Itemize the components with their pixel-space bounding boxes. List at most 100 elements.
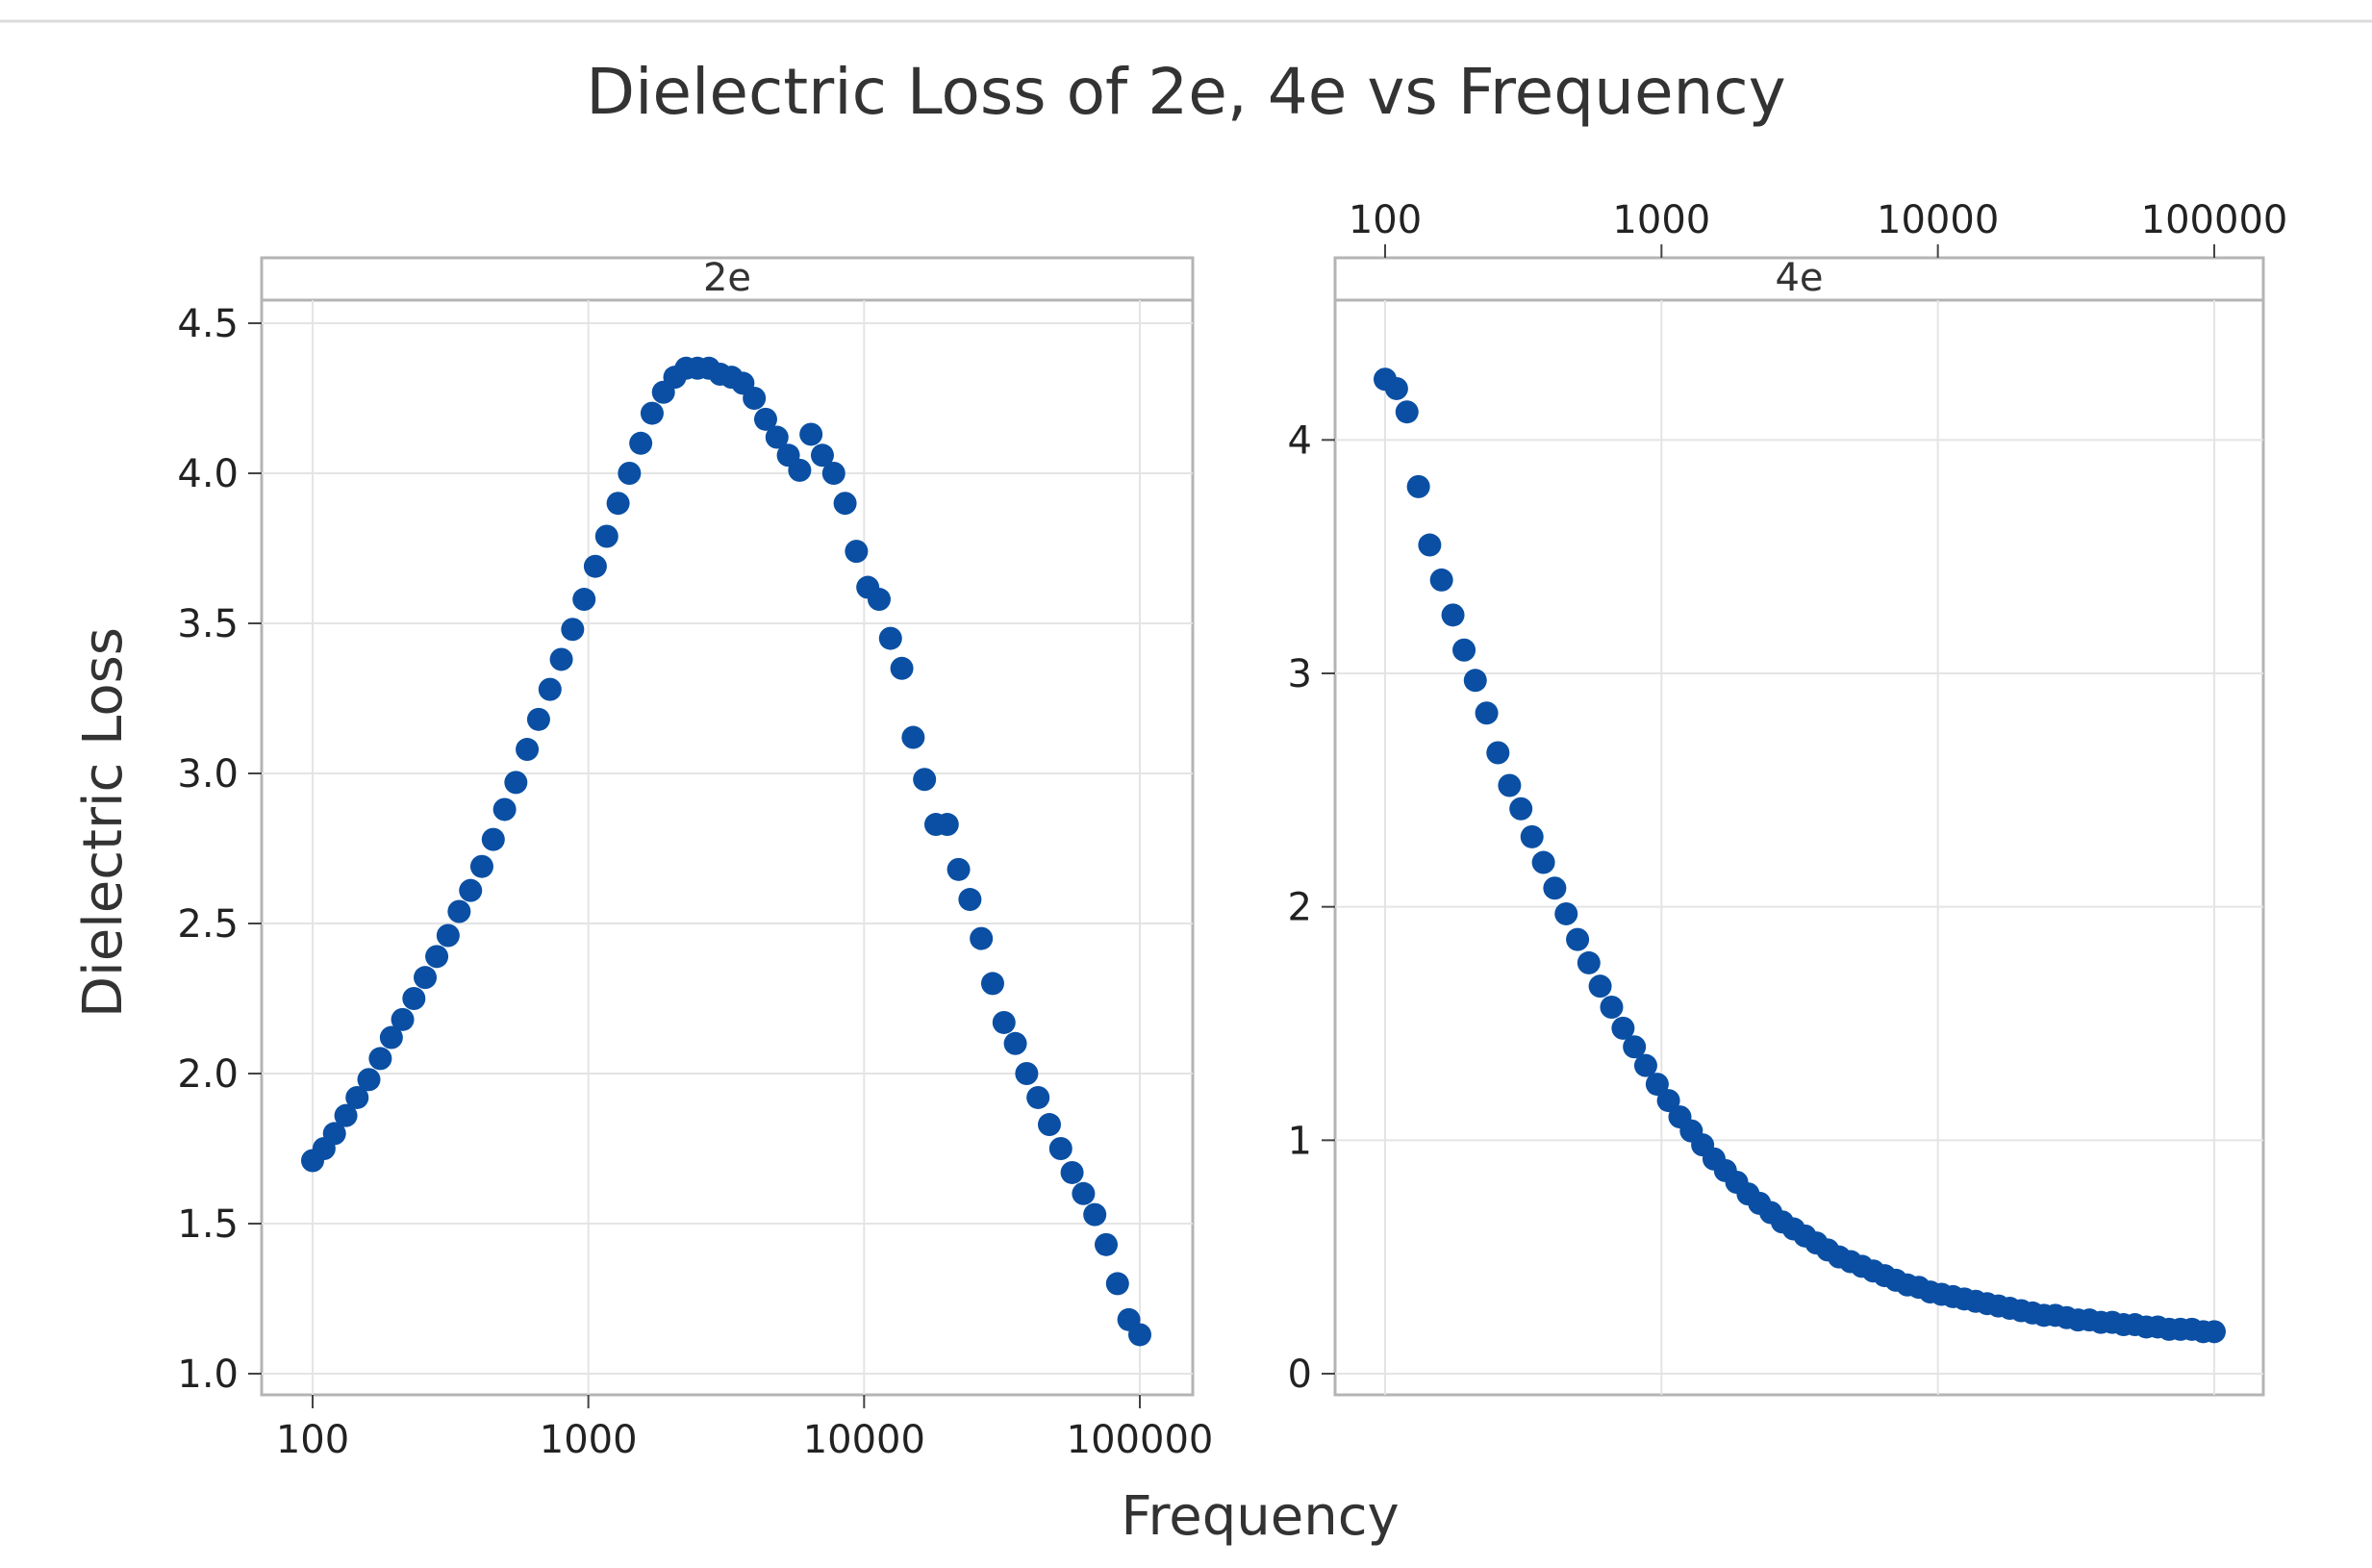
strip-label-4e: 4e [1775, 256, 1823, 300]
panel-2e: 2e 1.0 1.5 2.0 2.5 3.0 3.5 4.0 4.5 100 1000 10000 10… [177, 256, 1213, 1462]
y-tick-label: 1 [1288, 1119, 1312, 1163]
panel-frame [260, 256, 1195, 1397]
y-tick-label: 2.0 [177, 1052, 239, 1097]
data-point [492, 797, 517, 822]
data-point [799, 422, 823, 446]
data-point [481, 827, 505, 851]
data-point [526, 707, 550, 731]
chart-title: Dielectric Loss of 2e, 4e vs Frequency [586, 55, 1785, 129]
data-point [1105, 1272, 1129, 1296]
data-point [368, 1047, 392, 1071]
data-point [618, 462, 642, 485]
data-point [1633, 1053, 1657, 1077]
x-axis-title: Frequency [1121, 1485, 1399, 1548]
y-tick-label: 2 [1288, 886, 1312, 930]
data-point [1588, 974, 1612, 999]
data-point [970, 926, 994, 950]
data-point [391, 1007, 415, 1031]
data-point [345, 1085, 369, 1109]
data-point [1072, 1181, 1096, 1205]
x-tick-label: 1000 [540, 1418, 638, 1462]
data-point [516, 738, 540, 762]
data-point [561, 618, 585, 642]
data-point [583, 554, 607, 578]
data-point [901, 725, 925, 749]
y-tick-label: 4.0 [177, 452, 239, 496]
data-point [1600, 996, 1624, 1020]
data-point [1015, 1062, 1039, 1085]
data-point [469, 854, 493, 878]
data-point [1384, 376, 1408, 400]
data-point [629, 431, 653, 455]
y-tick-label: 4 [1288, 418, 1312, 463]
data-point [1452, 638, 1476, 662]
data-point [1429, 568, 1453, 592]
data-point [1463, 669, 1487, 693]
y-tick-label: 2.5 [177, 902, 239, 947]
panel-frame [1333, 256, 2265, 1397]
data-point [549, 647, 573, 671]
data-point [1623, 1035, 1647, 1059]
data-point [334, 1103, 358, 1127]
data-point [1003, 1031, 1027, 1055]
x-tick-label: 100 [276, 1418, 349, 1462]
y-tick-label: 0 [1288, 1353, 1312, 1397]
y-tick-label: 3.0 [177, 752, 239, 797]
data-point [833, 492, 857, 516]
data-point [765, 425, 789, 449]
data-point [1083, 1202, 1107, 1227]
data-point [1656, 1089, 1680, 1113]
data-point [1406, 474, 1430, 498]
data-point [1395, 400, 1419, 424]
data-point [867, 588, 891, 612]
data-point [1037, 1113, 1061, 1137]
data-point [640, 401, 664, 425]
x-tick-label: 100000 [2141, 198, 2288, 242]
data-point [913, 768, 937, 792]
data-point [1418, 533, 1442, 557]
data-point [980, 972, 1004, 996]
data-point [538, 677, 562, 701]
data-point [322, 1122, 346, 1146]
data-point [1611, 1016, 1635, 1040]
data-point [414, 966, 438, 990]
data-point [1441, 603, 1465, 627]
data-point [1486, 741, 1510, 765]
data-point [1026, 1085, 1050, 1109]
data-point [504, 771, 528, 795]
data-point [447, 899, 471, 923]
x-tick-label: 100 [1349, 198, 1422, 242]
strip-label-2e: 2e [703, 256, 751, 300]
data-point [1048, 1137, 1072, 1160]
data-point [1060, 1160, 1084, 1184]
data-point [1566, 927, 1590, 951]
data-point [1094, 1232, 1118, 1256]
data-point [1554, 901, 1578, 925]
data-point [402, 987, 426, 1010]
data-point [1128, 1323, 1151, 1347]
data-point [379, 1025, 403, 1050]
data-point [890, 656, 914, 680]
data-point [1475, 701, 1499, 725]
data-point [436, 923, 460, 948]
x-tick-label: 1000 [1612, 198, 1710, 242]
data-point [845, 540, 869, 564]
data-point [878, 626, 902, 650]
data-point [810, 443, 834, 468]
data-point [459, 878, 483, 902]
y-axis-title: Dielectric Loss [72, 627, 135, 1018]
data-point [743, 387, 767, 410]
data-point [572, 588, 596, 612]
data-point [753, 407, 777, 431]
y-tick-label: 3.5 [177, 602, 239, 646]
data-point [821, 462, 845, 485]
data-point [958, 888, 982, 912]
data-point [1543, 876, 1567, 900]
data-point [1531, 850, 1555, 874]
data-point [935, 813, 959, 837]
y-tick-label: 4.5 [177, 302, 239, 346]
data-point [992, 1010, 1016, 1034]
data-point [1498, 773, 1522, 797]
